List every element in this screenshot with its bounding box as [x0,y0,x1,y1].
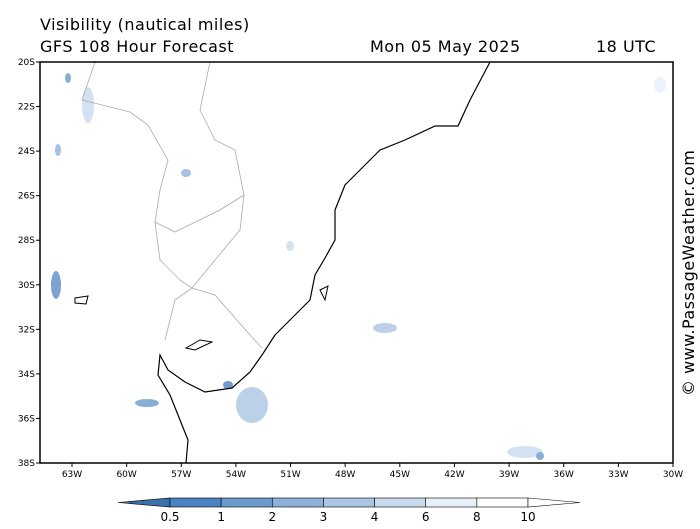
lat-label: 32S [18,325,35,335]
lat-label: 36S [18,414,35,424]
lon-label: 30W [663,470,683,480]
colorbar-label: 6 [422,510,430,524]
lat-label: 38S [18,459,35,469]
coastline [157,61,491,464]
lon-label: 51W [280,470,300,480]
colorbar-segment [323,497,375,508]
colorbar-label: 8 [473,510,481,524]
time: 18 UTC [596,37,656,56]
watermark: © www.PassageWeather.com [679,150,698,396]
lon-label: 36W [554,470,574,480]
lon-label: 39W [499,470,519,480]
colorbar-label: 4 [371,510,379,524]
colorbar-label: 3 [320,510,328,524]
colorbar-low [117,497,171,508]
axis-labels: 20S 22S 24S 26S 28S 30S 32S 34S 36S 38S 63W 60W 57W 5… [18,58,683,480]
colorbar-label: 0.5 [160,510,179,524]
borders [81,61,263,349]
lat-label: 22S [18,103,35,113]
colorbar-label: 2 [268,510,276,524]
lon-label: 33W [608,470,628,480]
lat-label: 34S [18,370,35,380]
lon-label: 57W [171,470,191,480]
lon-label: 48W [335,470,355,480]
colorbar-segment [271,497,324,508]
lon-label: 45W [390,470,410,480]
colorbar-high [527,497,581,508]
lat-label: 24S [18,147,35,157]
date: Mon 05 May 2025 [370,37,521,56]
map-background [40,62,673,463]
lat-label: 28S [18,236,35,246]
visibility-patches [51,73,666,460]
lon-label: 63W [62,470,82,480]
colorbar-segment [374,497,427,508]
lat-label: 26S [18,192,35,202]
lon-label: 60W [116,470,136,480]
map-area [39,61,674,464]
lat-label: 20S [18,58,35,68]
lon-label: 54W [226,470,246,480]
colorbar-label: 10 [520,510,535,524]
colorbar: 0.5 1 2 3 4 6 8 10 [117,497,581,524]
map-frame [39,61,674,464]
colorbar-segment [425,497,478,508]
colorbar-segment [476,497,529,508]
lakes [74,285,329,351]
colorbar-segment [169,497,222,508]
lon-label: 42W [444,470,464,480]
title: Visibility (nautical miles) [40,15,250,34]
colorbar-segment [220,497,273,508]
colorbar-label: 1 [217,510,225,524]
model: GFS 108 Hour Forecast [40,37,234,56]
lat-label: 30S [18,281,35,291]
